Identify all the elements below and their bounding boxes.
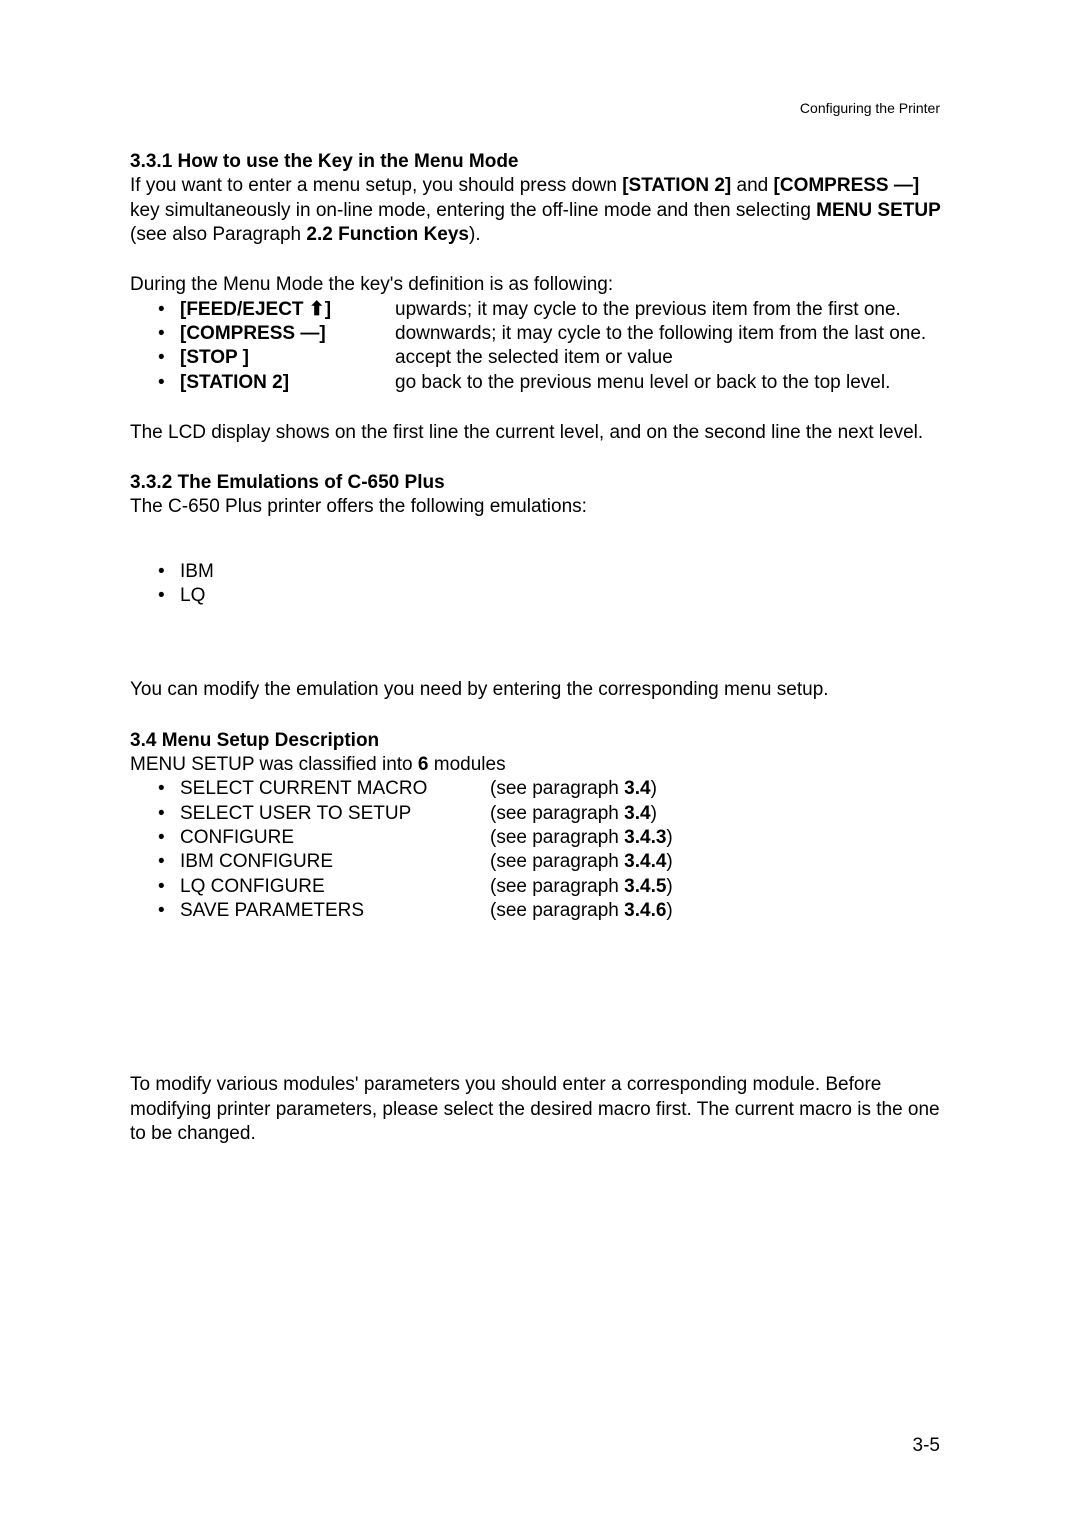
module-item: CONFIGURE(see paragraph 3.4.3): [158, 826, 950, 850]
key-item: [STATION 2]go back to the previous menu …: [158, 371, 950, 395]
t: (see also Paragraph: [130, 224, 306, 245]
key-item: [STOP ]accept the selected item or value: [158, 346, 950, 370]
p-34-intro: MENU SETUP was classified into 6 modules: [130, 753, 950, 777]
key-desc: go back to the previous menu level or ba…: [395, 371, 890, 395]
module-item: SELECT CURRENT MACRO(see paragraph 3.4): [158, 777, 950, 801]
key-label: [STOP ]: [180, 346, 395, 370]
module-item: LQ CONFIGURE(see paragraph 3.4.5): [158, 875, 950, 899]
p-34-modify: To modify various modules' parameters yo…: [130, 1073, 950, 1146]
heading-34: 3.4 Menu Setup Description: [130, 729, 950, 753]
t: and: [731, 175, 773, 196]
t: ).: [469, 224, 481, 245]
module-name: CONFIGURE: [180, 826, 490, 850]
module-list: SELECT CURRENT MACRO(see paragraph 3.4) …: [130, 777, 950, 923]
header-right: Configuring the Printer: [800, 100, 940, 118]
module-name: SELECT USER TO SETUP: [180, 802, 490, 826]
module-ref: (see paragraph 3.4.4): [490, 850, 673, 874]
t: IBM: [180, 561, 214, 582]
module-ref: (see paragraph 3.4.5): [490, 875, 673, 899]
key-label: [FEED/EJECT ⬆]: [180, 298, 395, 322]
p-331-lcd: The LCD display shows on the first line …: [130, 421, 950, 445]
module-ref: (see paragraph 3.4): [490, 777, 657, 801]
t: MENU SETUP: [816, 200, 941, 221]
p-331-intro: If you want to enter a menu setup, you s…: [130, 174, 950, 247]
module-item: SELECT USER TO SETUP(see paragraph 3.4): [158, 802, 950, 826]
heading-331: 3.3.1 How to use the Key in the Menu Mod…: [130, 150, 950, 174]
module-item: IBM CONFIGURE(see paragraph 3.4.4): [158, 850, 950, 874]
page-number: 3-5: [913, 1434, 940, 1458]
t: modules: [428, 754, 505, 775]
key-label: [COMPRESS —]: [180, 322, 395, 346]
t: If you want to enter a menu setup, you s…: [130, 175, 622, 196]
module-name: IBM CONFIGURE: [180, 850, 490, 874]
module-name: LQ CONFIGURE: [180, 875, 490, 899]
module-ref: (see paragraph 3.4.6): [490, 899, 673, 923]
p-332-modify: You can modify the emulation you need by…: [130, 678, 950, 702]
module-ref: (see paragraph 3.4): [490, 802, 657, 826]
module-ref: (see paragraph 3.4.3): [490, 826, 673, 850]
t: [COMPRESS —]: [774, 175, 920, 196]
emulation-item: IBM: [158, 560, 950, 584]
module-name: SELECT CURRENT MACRO: [180, 777, 490, 801]
document-page: Configuring the Printer 3.3.1 How to use…: [0, 0, 1080, 1528]
key-label: [STATION 2]: [180, 371, 395, 395]
t: 6: [418, 754, 429, 775]
t: 2.2 Function Keys: [306, 224, 469, 245]
key-desc: accept the selected item or value: [395, 346, 673, 370]
p-332-intro: The C-650 Plus printer offers the follow…: [130, 495, 950, 519]
key-desc: upwards; it may cycle to the previous it…: [395, 298, 901, 322]
key-list: [FEED/EJECT ⬆]upwards; it may cycle to t…: [130, 298, 950, 395]
heading-332: 3.3.2 The Emulations of C-650 Plus: [130, 471, 950, 495]
key-desc: downwards; it may cycle to the following…: [395, 322, 926, 346]
t: MENU SETUP was classified into: [130, 754, 418, 775]
t: key simultaneously in on-line mode, ente…: [130, 200, 816, 221]
t: [STATION 2]: [622, 175, 731, 196]
p-331-keys-intro: During the Menu Mode the key's definitio…: [130, 273, 950, 297]
emulation-item: LQ: [158, 584, 950, 608]
emulation-list: IBM LQ: [130, 560, 950, 609]
module-name: SAVE PARAMETERS: [180, 899, 490, 923]
module-item: SAVE PARAMETERS(see paragraph 3.4.6): [158, 899, 950, 923]
t: LQ: [180, 585, 205, 606]
key-item: [COMPRESS —]downwards; it may cycle to t…: [158, 322, 950, 346]
key-item: [FEED/EJECT ⬆]upwards; it may cycle to t…: [158, 298, 950, 322]
